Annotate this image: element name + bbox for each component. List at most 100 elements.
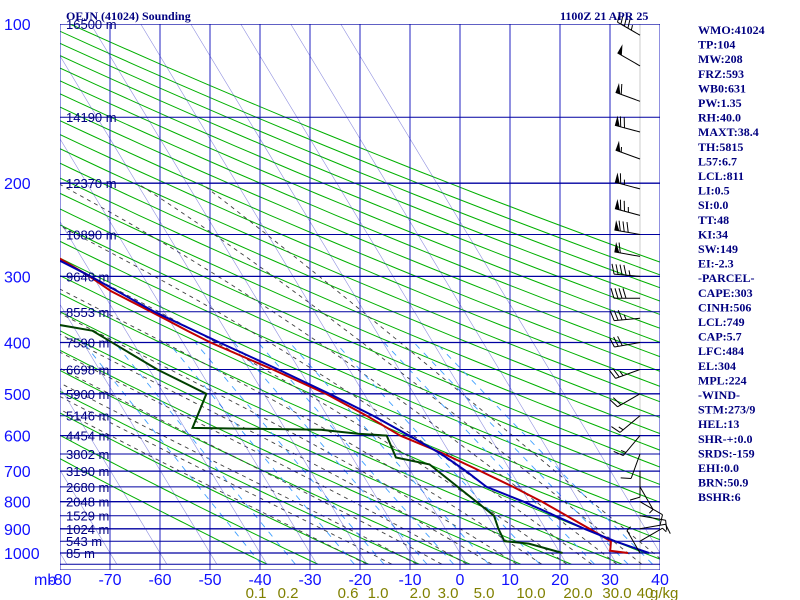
sounding-index: TP:104 (698, 38, 735, 52)
wind-barb (610, 288, 640, 299)
isotherm (60, 55, 368, 565)
mixing-ratio-line (194, 342, 385, 565)
height-label: 8553 m (66, 305, 109, 320)
height-label: 2680 m (66, 480, 109, 495)
moist-adiabat (60, 367, 443, 565)
pressure-tick-label: 100 (4, 17, 31, 34)
sounding-index: SW:149 (698, 242, 738, 256)
wind-barb (626, 526, 641, 554)
height-label: 16500 m (66, 17, 117, 32)
sounding-index: -PARCEL- (698, 271, 754, 285)
sounding-index: CINH:506 (698, 300, 751, 314)
wind-barb-full (609, 337, 615, 348)
pressure-tick-label: 700 (4, 464, 31, 481)
mixing-ratio-unit-label: g/kg (650, 585, 678, 600)
wind-barb-staff (614, 124, 641, 133)
wind-barb (609, 393, 641, 408)
sounding-index: -WIND- (698, 388, 740, 402)
wind-barb (615, 83, 641, 102)
temperature-tick-label: -70 (98, 572, 121, 589)
wind-barb-flag (614, 199, 620, 210)
dry-adiabat (60, 148, 660, 403)
wind-barb-half (620, 449, 627, 453)
wind-barb-full (609, 399, 618, 408)
wind-barbs (608, 11, 671, 570)
wind-barb-flag (614, 242, 620, 253)
isotherm (290, 24, 618, 565)
wind-barb (614, 115, 641, 133)
wind-barb (639, 501, 663, 526)
moist-adiabat (60, 396, 393, 565)
mixing-ratio-line (383, 342, 595, 565)
dry-adiabat (60, 133, 660, 387)
sounding-index: TH:5815 (698, 140, 743, 154)
height-label: 85 m (66, 546, 95, 561)
wind-barb-staff (639, 501, 663, 516)
wind-barb-staff (617, 21, 641, 36)
wind-barb-full (618, 288, 623, 299)
sounding-index: CAP:5.7 (698, 330, 742, 344)
wind-barb-full (622, 288, 627, 299)
wind-barb-full (611, 263, 615, 275)
wind-barb (629, 471, 641, 501)
wind-barb (614, 172, 641, 190)
wind-barb-full (611, 426, 621, 433)
wind-barb-full (623, 15, 628, 27)
wind-barb-half (649, 509, 654, 514)
temperature-tick-label: -30 (298, 572, 321, 589)
wind-barb-staff (639, 486, 654, 510)
pressure-tick-label: 400 (4, 336, 31, 353)
chart-time: 1100Z 21 APR 25 (560, 9, 648, 23)
mixing-ratio-label: 0.2 (278, 585, 299, 600)
temperature-tick-label: -40 (248, 572, 271, 589)
dry-adiabat (60, 257, 660, 522)
wind-barb-flag (614, 115, 620, 127)
temperature-tick-label: 40 (651, 572, 669, 589)
mixing-ratio-line (257, 342, 454, 565)
height-label: 2048 m (66, 495, 109, 510)
mixing-ratio-label: 10.0 (516, 585, 545, 600)
temperature-tick-label: 10 (501, 572, 519, 589)
sounding-index: RH:40.0 (698, 111, 741, 125)
sounding-index: SI:0.0 (698, 198, 728, 212)
height-label: 5146 m (66, 409, 109, 424)
mixing-ratio-label: 0.1 (246, 585, 267, 600)
temperature-tick-label: -20 (348, 572, 371, 589)
wind-barb-full (613, 450, 624, 457)
wind-barb (620, 453, 641, 479)
wind-barb-flag (617, 44, 623, 56)
parcel-line (60, 259, 650, 554)
wind-barb-staff (617, 393, 641, 408)
sounding-index: EI:-2.3 (698, 257, 734, 271)
wind-barb (614, 220, 641, 235)
wind-barb-flag (614, 172, 620, 184)
dry-adiabat (60, 67, 660, 316)
wind-barb (617, 11, 641, 36)
dry-adiabat (60, 434, 319, 565)
sounding-index: MW:208 (698, 52, 743, 66)
sounding-index: SRDS:-159 (698, 446, 755, 460)
dry-adiabat (60, 93, 660, 343)
pressure-tick-label: 1000 (4, 546, 40, 563)
wind-barb-full (619, 264, 623, 275)
temperature-tick-label: 20 (551, 572, 569, 589)
moist-adiabat (60, 259, 568, 565)
dry-adiabat (60, 80, 660, 329)
wind-barb (614, 242, 641, 257)
wind-barb (613, 435, 641, 457)
mixing-ratio-line (335, 342, 541, 565)
mixing-ratio-line (114, 342, 296, 565)
pressure-unit-label: mb (34, 572, 56, 589)
sounding-index: PW:1.35 (698, 96, 742, 110)
moist-adiabat (200, 182, 660, 560)
dry-adiabat (60, 240, 660, 503)
wind-barb-full (617, 11, 621, 23)
isotherm (190, 24, 518, 565)
sounding-index: EHI:0.0 (698, 461, 739, 475)
background-grid (60, 24, 660, 570)
sounding-index: LFC:484 (698, 344, 744, 358)
moist-adiabat (60, 382, 418, 565)
isotherm (60, 221, 268, 565)
pressure-tick-label: 300 (4, 269, 31, 286)
